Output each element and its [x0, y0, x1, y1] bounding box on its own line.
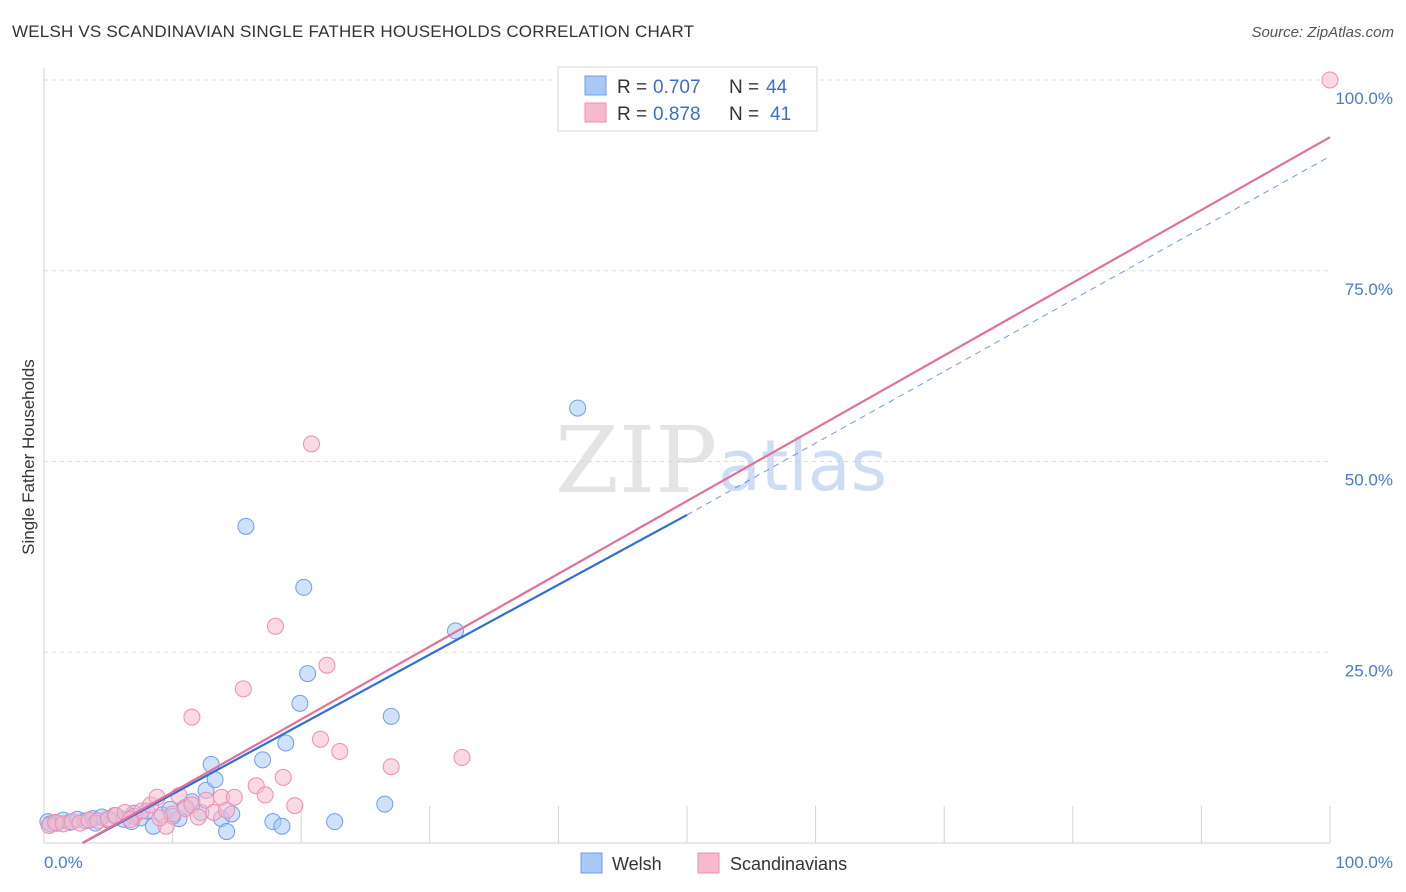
scandinavian-point-27: [266, 617, 284, 635]
scandinavian-point-37: [234, 680, 252, 698]
scandinavian-point-24: [225, 788, 243, 806]
scandinavian-point-38: [1321, 71, 1339, 89]
legend-r-label-welsh: R =: [617, 77, 647, 98]
x-tick-label-min: 0.0%: [44, 853, 83, 872]
welsh-point-26: [218, 823, 236, 841]
welsh-point-40: [569, 399, 587, 417]
scandinavian-trend-line: [82, 136, 1331, 844]
welsh-points: [39, 399, 587, 841]
legend-r-label-scandinavians: R =: [617, 104, 647, 125]
y-tick-label-75: 75.0%: [1345, 280, 1393, 299]
scandinavian-point-32: [318, 656, 336, 674]
welsh-point-32: [277, 734, 295, 752]
welsh-point-31: [273, 817, 291, 835]
y-tick-label-25: 25.0%: [1345, 661, 1393, 680]
welsh-point-33: [291, 694, 309, 712]
scandinavian-point-28: [274, 768, 292, 786]
y-axis-tick-labels: 25.0% 50.0% 75.0% 100.0%: [1335, 89, 1393, 680]
bottom-legend-swatch-welsh: [580, 852, 603, 874]
bottom-legend: Welsh Scandinavians: [580, 852, 847, 874]
bottom-legend-label-welsh: Welsh: [612, 854, 662, 874]
legend-box: R = 0.707 N = 44 R = 0.878 N = 41: [557, 66, 818, 132]
x-axis-tick-marks: [172, 806, 1331, 843]
scandinavian-point-26: [256, 786, 274, 804]
grid-lines: [44, 79, 1330, 653]
watermark-atlas: atlas: [718, 425, 887, 507]
legend-n-value-welsh: 44: [766, 77, 788, 98]
trend-lines: [82, 136, 1331, 844]
legend-n-label-welsh: N =: [729, 77, 759, 98]
scandinavian-point-29: [286, 797, 304, 815]
y-axis-label: Single Father Households: [19, 359, 38, 555]
chart-source: Source: ZipAtlas.com: [1251, 24, 1394, 41]
y-tick-label-100: 100.0%: [1335, 89, 1393, 108]
chart-title: WELSH VS SCANDINAVIAN SINGLE FATHER HOUS…: [12, 22, 695, 41]
welsh-point-37: [376, 795, 394, 813]
y-tick-label-50: 50.0%: [1345, 471, 1393, 490]
welsh-point-29: [254, 751, 272, 769]
bottom-legend-swatch-scandinavians: [697, 852, 720, 874]
scandinavian-point-35: [453, 749, 471, 767]
scandinavian-points: [40, 71, 1339, 835]
scandinavian-point-23: [218, 801, 236, 819]
welsh-point-38: [382, 707, 400, 725]
bottom-legend-label-scandinavians: Scandinavians: [730, 854, 847, 874]
legend-swatch-welsh: [584, 75, 607, 96]
scandinavian-point-36: [183, 708, 201, 726]
welsh-point-35: [299, 665, 317, 683]
watermark-zip: ZIP: [555, 407, 717, 514]
scandinavian-point-19: [189, 808, 207, 826]
welsh-point-34: [295, 578, 313, 596]
scandinavian-point-30: [302, 435, 320, 453]
scandinavian-point-39: [151, 809, 169, 827]
welsh-point-28: [237, 517, 255, 535]
legend-r-value-scandinavians: 0.878: [653, 104, 701, 125]
legend-swatch-scandinavians: [584, 102, 607, 123]
scandinavian-point-31: [311, 730, 329, 748]
legend-n-value-scandinavians: 41: [770, 104, 791, 125]
welsh-trend-line-extension: [686, 155, 1331, 516]
welsh-trend-line: [82, 513, 688, 844]
scandinavian-point-33: [331, 742, 349, 760]
scandinavian-point-34: [382, 758, 400, 776]
legend-r-value-welsh: 0.707: [653, 77, 701, 98]
welsh-point-36: [326, 813, 344, 831]
x-tick-label-max: 100.0%: [1335, 853, 1393, 872]
legend-n-label-scandinavians: N =: [729, 104, 759, 125]
